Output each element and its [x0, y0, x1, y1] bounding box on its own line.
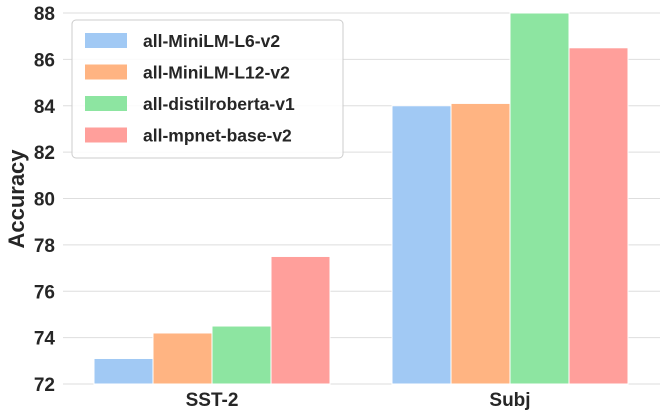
legend-label: all-MiniLM-L12-v2 [143, 63, 290, 83]
y-tick-label: 82 [34, 143, 55, 164]
y-tick-label: 72 [34, 375, 55, 396]
y-tick-label: 74 [34, 329, 56, 350]
legend: all-MiniLM-L6-v2 all-MiniLM-L12-v2 all-dis… [71, 19, 344, 159]
bar-sst-2-0 [93, 357, 154, 385]
bar-sst-2-2 [211, 325, 272, 385]
legend-label: all-MiniLM-L6-v2 [143, 31, 280, 51]
x-tick-label: SST-2 [186, 390, 239, 411]
legend-label: all-distilroberta-v1 [143, 94, 295, 114]
legend-swatch [85, 64, 127, 80]
legend-swatch [85, 127, 127, 143]
y-tick-label: 88 [34, 4, 55, 25]
bar-subj-1 [450, 102, 511, 385]
y-tick-label: 84 [34, 97, 56, 118]
y-tick-label: 86 [34, 50, 55, 71]
bar-subj-2 [509, 12, 570, 385]
x-tick-labels: SST-2 Subj [186, 390, 531, 411]
y-tick-labels: 72 74 76 78 80 82 84 86 88 [34, 4, 56, 396]
legend-swatch [85, 33, 127, 48]
bar-sst-2-3 [270, 255, 331, 385]
y-tick-label: 76 [34, 282, 55, 303]
x-tick-label: Subj [489, 390, 530, 411]
bars [93, 12, 629, 385]
y-tick-label: 80 [34, 190, 55, 211]
bar-subj-3 [568, 47, 629, 385]
legend-frame [71, 19, 344, 159]
legend-swatch [85, 96, 127, 111]
legend-label: all-mpnet-base-v2 [143, 126, 292, 146]
y-tick-label: 78 [34, 236, 55, 257]
bar-sst-2-1 [152, 332, 213, 385]
bar-subj-0 [391, 105, 452, 385]
y-axis-title: Accuracy [4, 149, 29, 249]
